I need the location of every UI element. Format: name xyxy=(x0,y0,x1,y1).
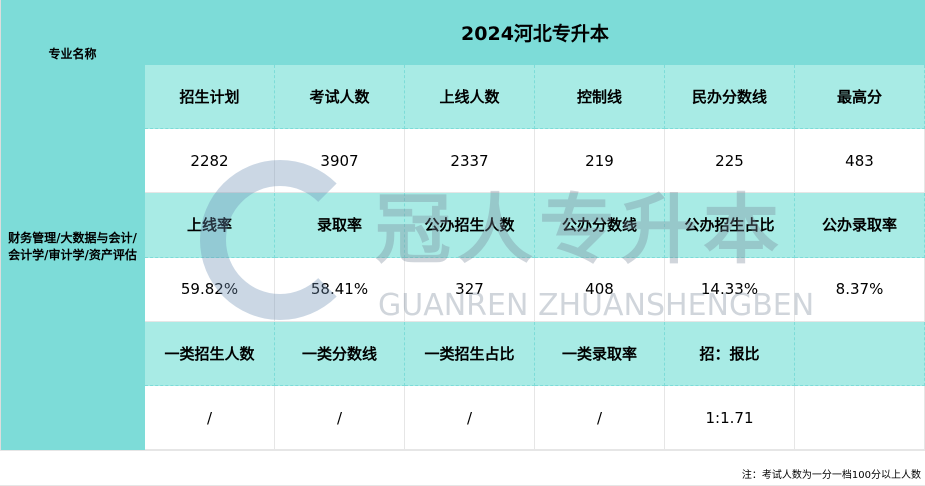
column-header: 公办录取率 xyxy=(795,193,925,258)
table-cell: / xyxy=(275,385,405,451)
table-cell: 2337 xyxy=(405,129,535,194)
column-header: 招生计划 xyxy=(145,65,275,130)
table-cell: / xyxy=(405,385,535,451)
table-cell: 3907 xyxy=(275,129,405,194)
table-cell: 58.41% xyxy=(275,257,405,322)
table-cell: 219 xyxy=(535,129,665,194)
table-cell: 408 xyxy=(535,257,665,322)
header-row: 招生计划 考试人数 上线人数 控制线 民办分数线 最高分 xyxy=(145,65,925,130)
major-header: 专业名称 xyxy=(48,47,97,61)
data-table: 招生计划 考试人数 上线人数 控制线 民办分数线 最高分 2282 3907 2337 219 22… xyxy=(145,65,925,451)
table-cell: 2282 xyxy=(145,129,275,194)
column-header: 公办招生人数 xyxy=(405,193,535,258)
column-header: 上线人数 xyxy=(405,65,535,130)
header-row: 一类招生人数 一类分数线 一类招生占比 一类录取率 招：报比 xyxy=(145,321,925,386)
table-cell: 1:1.71 xyxy=(665,385,795,451)
column-header: 考试人数 xyxy=(275,65,405,130)
table-cell: 327 xyxy=(405,257,535,322)
table-title: 2024河北专升本 xyxy=(145,0,925,65)
table-cell: 225 xyxy=(665,129,795,194)
column-header: 控制线 xyxy=(535,65,665,130)
column-header: 一类招生占比 xyxy=(405,321,535,386)
column-header: 民办分数线 xyxy=(665,65,795,130)
column-header: 上线率 xyxy=(145,193,275,258)
table-cell: 59.82% xyxy=(145,257,275,322)
table-cell: / xyxy=(535,385,665,451)
table-cell: 8.37% xyxy=(795,257,925,322)
footer: 注：考试人数为一分一档100分以上人数 xyxy=(0,450,925,486)
column-header: 招：报比 xyxy=(665,321,795,386)
column-header xyxy=(795,321,925,386)
major-name: 财务管理/大数据与会计/会计学/审计学/资产评估 xyxy=(8,231,137,262)
column-header: 公办分数线 xyxy=(535,193,665,258)
value-row: 59.82% 58.41% 327 408 14.33% 8.37% xyxy=(145,257,925,322)
table-cell: 14.33% xyxy=(665,257,795,322)
column-header: 一类招生人数 xyxy=(145,321,275,386)
column-header: 一类分数线 xyxy=(275,321,405,386)
column-header: 录取率 xyxy=(275,193,405,258)
value-row: / / //1:1.71 xyxy=(145,385,925,451)
header-row: 上线率 录取率 公办招生人数 公办分数线 公办招生占比 公办录取率 xyxy=(145,193,925,258)
value-row: 2282 3907 2337 219 225 483 xyxy=(145,129,925,194)
column-header: 最高分 xyxy=(795,65,925,130)
table-cell: 483 xyxy=(795,129,925,194)
footnote: 注：考试人数为一分一档100分以上人数 xyxy=(741,470,921,481)
major-column xyxy=(0,0,145,450)
table-cell: / xyxy=(145,385,275,451)
column-header: 一类录取率 xyxy=(535,321,665,386)
table-cell xyxy=(795,385,925,451)
column-header: 公办招生占比 xyxy=(665,193,795,258)
